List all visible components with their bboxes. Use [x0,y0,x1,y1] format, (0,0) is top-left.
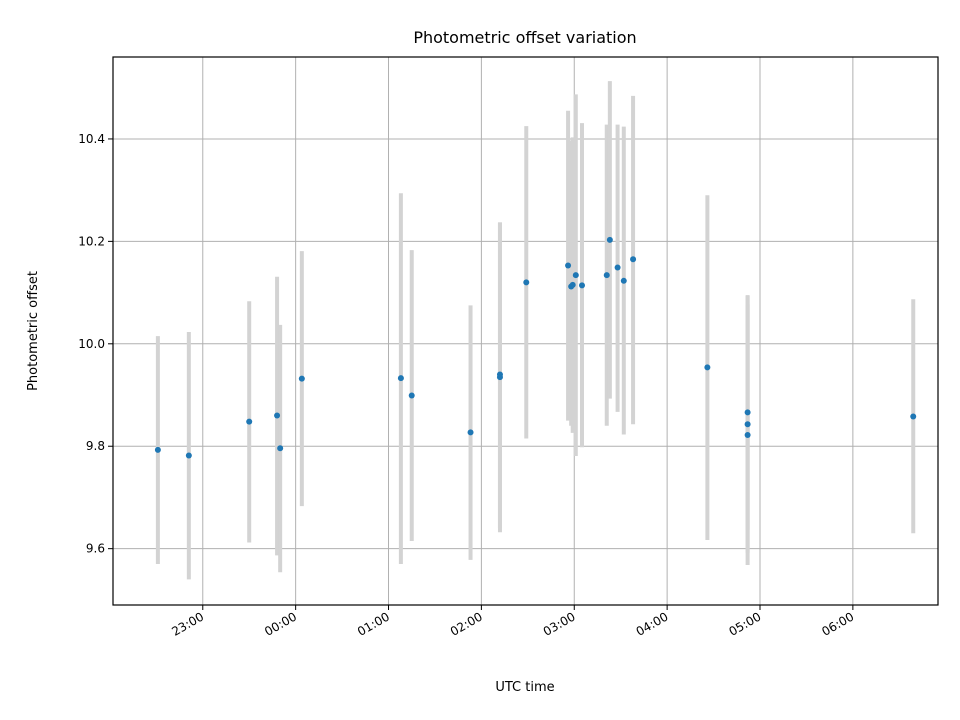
y-tick-label: 9.6 [86,542,105,556]
y-tick-label: 10.0 [78,337,105,351]
data-point [496,374,503,381]
data-point [606,236,613,243]
y-axis-label: Photometric offset [26,271,41,391]
data-point [397,375,404,382]
data-point [298,375,305,382]
plot-frame [112,56,939,606]
data-point [620,277,627,284]
data-point [274,412,281,419]
chart-title: Photometric offset variation [413,28,636,47]
data-points [154,236,917,459]
data-point [154,446,161,453]
data-point [185,452,192,459]
data-point [467,429,474,436]
y-axis-ticks: 9.6 9.8 10.0 10.2 10.4 [78,132,113,556]
data-point [569,281,576,288]
y-tick-label: 10.2 [78,234,105,248]
data-point [744,431,751,438]
data-point [630,256,637,263]
x-axis-label: UTC time [495,680,554,695]
data-point [523,279,530,286]
y-tick-label: 9.8 [86,439,105,453]
y-tick-label: 10.4 [78,132,105,146]
data-point [603,272,610,279]
data-point [704,364,711,371]
data-point [408,392,415,399]
data-point [744,421,751,428]
data-point [277,445,284,452]
data-point [565,262,572,269]
data-point [246,418,253,425]
data-point [910,413,917,420]
data-point [744,409,751,416]
data-point [572,272,579,279]
data-point [614,264,621,271]
data-point [578,282,585,289]
